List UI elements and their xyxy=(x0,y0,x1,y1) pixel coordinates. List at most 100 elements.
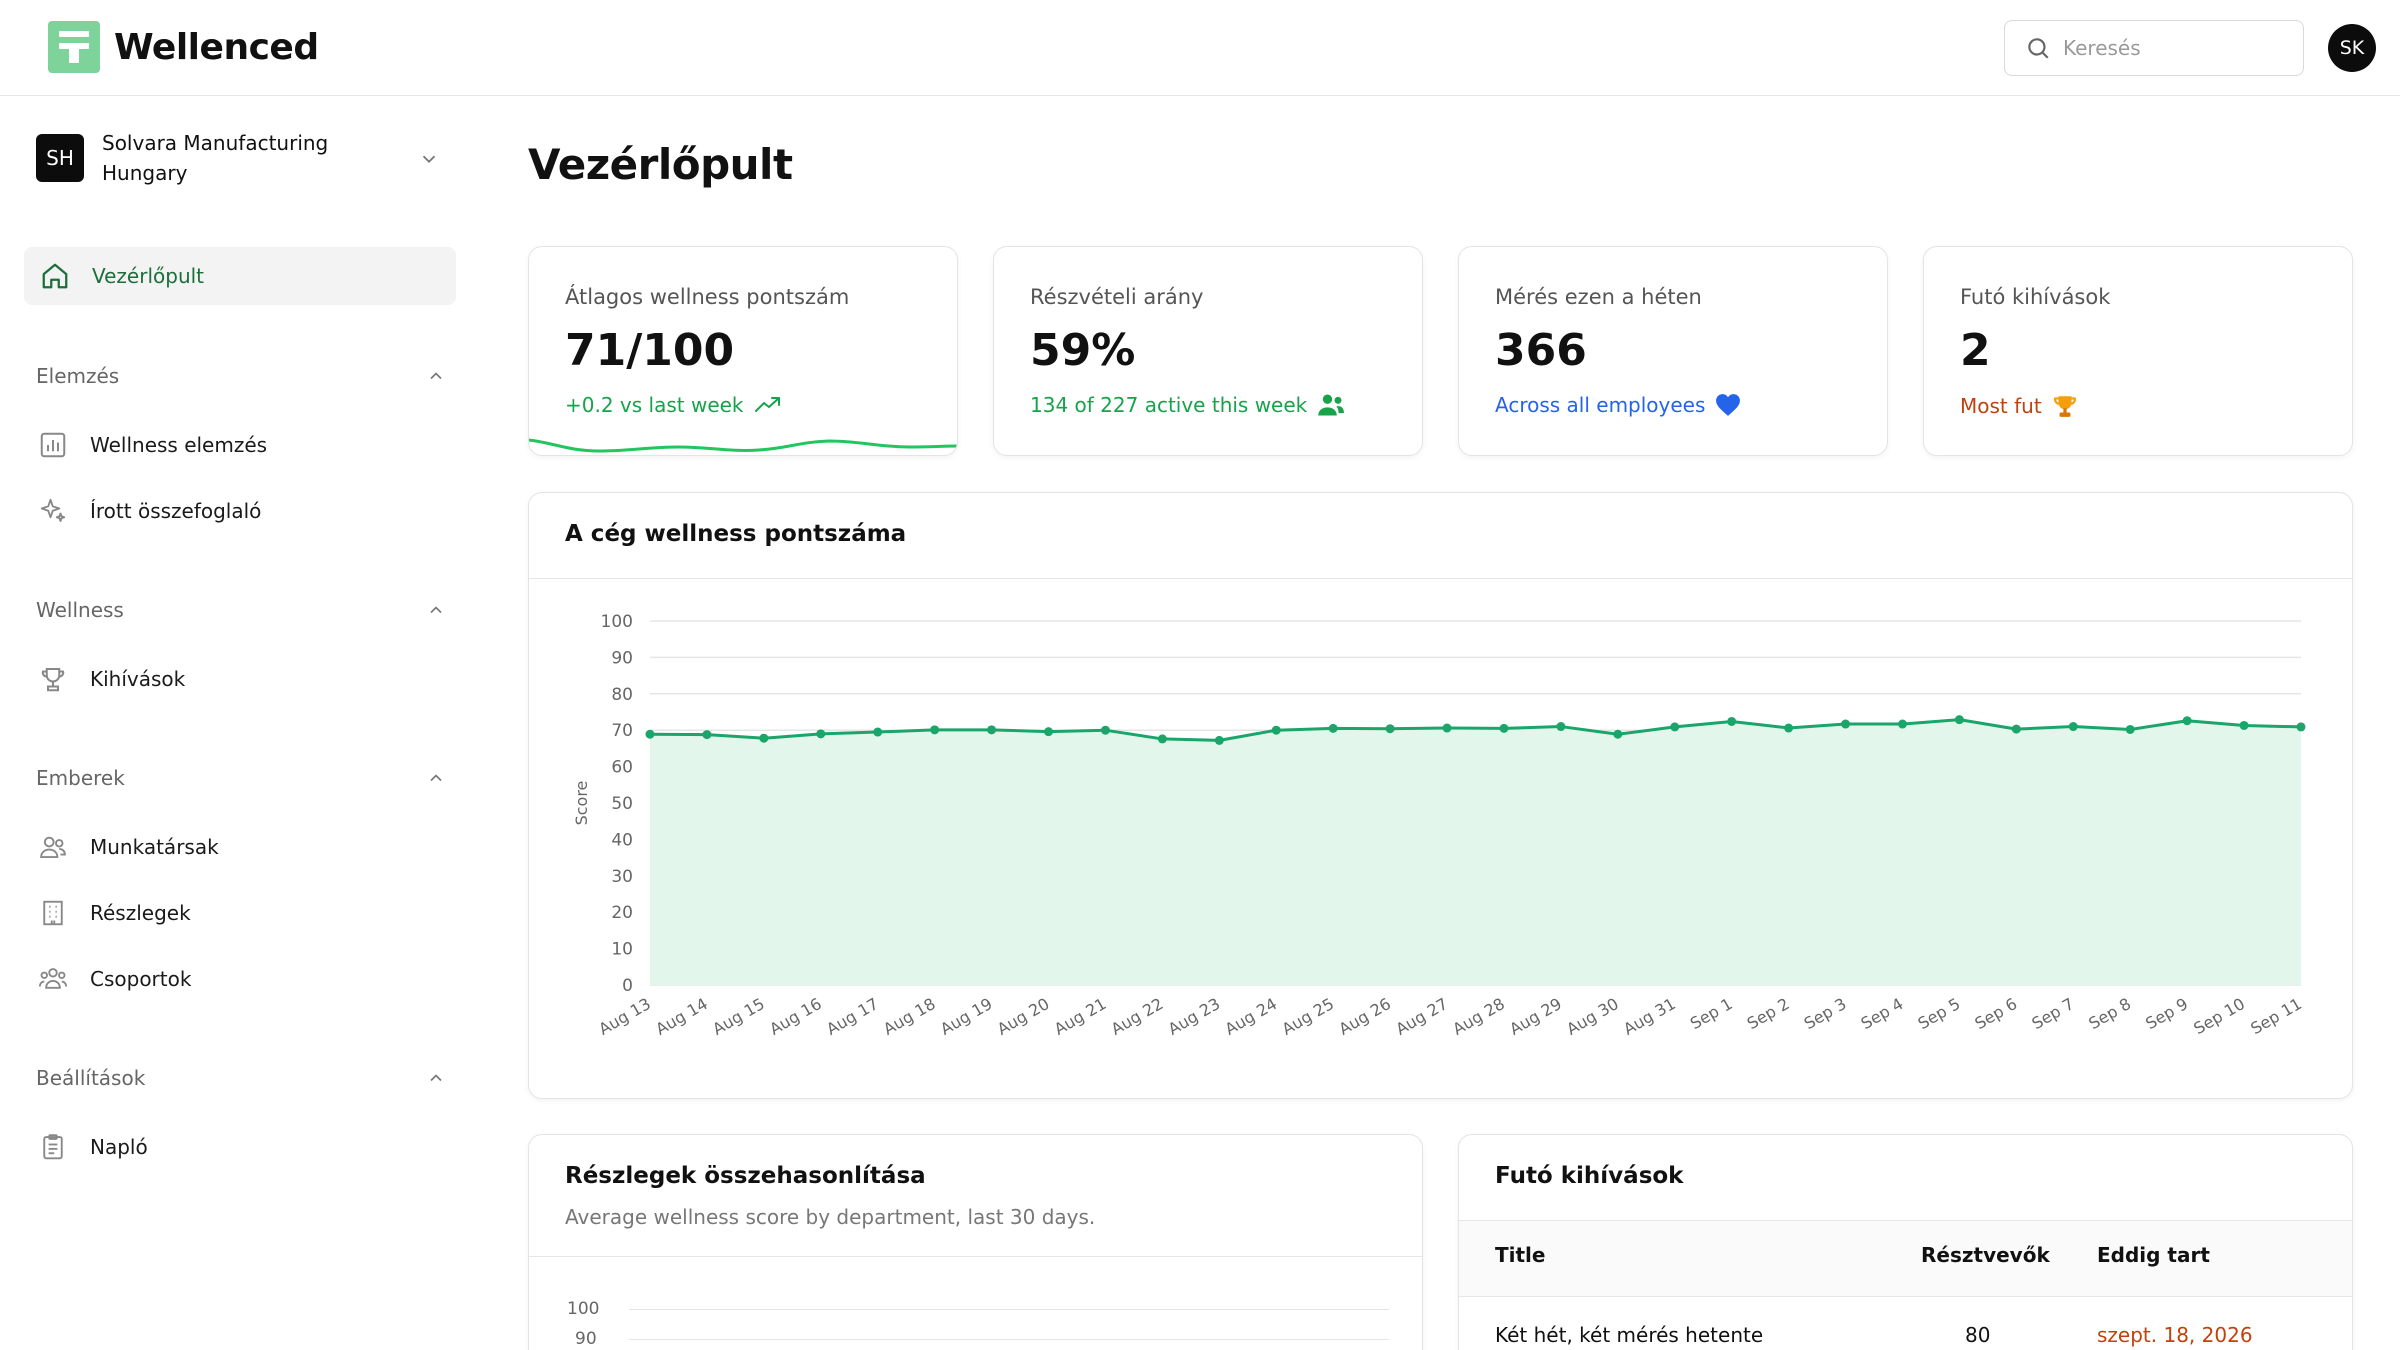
stat-sub-text: Most fut xyxy=(1960,394,2042,418)
x-tick-label: Aug 14 xyxy=(652,994,711,1039)
column-header-title[interactable]: Title xyxy=(1495,1243,1546,1267)
challenge-participants: 80 xyxy=(1965,1323,1991,1347)
card-title: Futó kihívások xyxy=(1495,1163,1684,1189)
x-tick-label: Sep 7 xyxy=(2028,994,2077,1033)
y-tick-label: 0 xyxy=(622,976,633,996)
column-header-participants[interactable]: Résztvevők xyxy=(1921,1243,2050,1267)
data-point xyxy=(1214,735,1224,745)
sidebar-item-label: Kihívások xyxy=(90,667,186,691)
x-tick-label: Aug 28 xyxy=(1449,994,1508,1039)
heart-icon xyxy=(1716,394,1741,416)
x-tick-label: Sep 10 xyxy=(2190,994,2248,1038)
y-tick: 100 xyxy=(567,1299,600,1319)
section-settings[interactable]: Beállítások xyxy=(36,1066,446,1090)
data-point xyxy=(930,725,940,735)
challenge-title: Két hét, két mérés hetente xyxy=(1495,1323,1764,1347)
section-title: Wellness xyxy=(36,598,124,622)
sidebar-item-label: Írott összefoglaló xyxy=(90,499,262,523)
data-point xyxy=(1328,723,1338,733)
stat-value: 59% xyxy=(1030,325,1136,376)
x-tick-label: Sep 1 xyxy=(1687,994,1736,1033)
card-header: Részlegek összehasonlítása Average welln… xyxy=(529,1135,1422,1257)
table-header xyxy=(1459,1221,2352,1297)
org-badge: SH xyxy=(36,134,84,182)
chevron-up-icon xyxy=(430,606,442,614)
sidebar-item-challenges[interactable]: Kihívások xyxy=(36,662,185,696)
x-tick-label: Aug 27 xyxy=(1392,994,1451,1039)
section-wellness[interactable]: Wellness xyxy=(36,598,446,622)
stat-sub: 134 of 227 active this week xyxy=(1030,393,1345,417)
data-point xyxy=(1271,725,1281,735)
logo[interactable]: Wellenced xyxy=(48,21,319,73)
y-tick-label: 90 xyxy=(611,648,633,668)
logo-mark-icon xyxy=(48,21,100,73)
column-header-until[interactable]: Eddig tart xyxy=(2097,1243,2210,1267)
x-tick-label: Aug 18 xyxy=(880,994,939,1039)
x-tick-label: Aug 13 xyxy=(595,994,654,1039)
section-title: Elemzés xyxy=(36,364,120,388)
challenge-until: szept. 18, 2026 xyxy=(2097,1323,2253,1347)
user-avatar[interactable]: SK xyxy=(2328,24,2376,72)
company-score-card: A cég wellness pontszáma 0 10 20 30 40 50 60 70… xyxy=(528,492,2353,1099)
data-point xyxy=(2068,722,2078,732)
series-line xyxy=(649,718,2302,742)
data-point xyxy=(1613,729,1623,739)
org-switcher[interactable]: SH Solvara Manufacturing Hungary xyxy=(36,126,456,190)
section-people[interactable]: Emberek xyxy=(36,766,446,790)
sidebar-item-colleagues[interactable]: Munkatársak xyxy=(36,830,219,864)
challenges-card: Futó kihívások Title Résztvevők Eddig ta… xyxy=(1458,1134,2353,1350)
data-point xyxy=(1385,724,1395,734)
sidebar-item-log[interactable]: Napló xyxy=(36,1130,148,1164)
y-tick: 90 xyxy=(575,1329,597,1349)
x-tick-label: Sep 6 xyxy=(1972,994,2021,1033)
sidebar-item-written-summary[interactable]: Írott összefoglaló xyxy=(36,494,261,528)
data-point xyxy=(1044,727,1054,737)
area-fill xyxy=(650,719,2301,985)
data-point xyxy=(1954,715,1964,725)
data-point xyxy=(1841,719,1851,729)
data-point xyxy=(1499,723,1509,733)
sidebar-item-groups[interactable]: Csoportok xyxy=(36,962,191,996)
chevron-up-icon xyxy=(430,774,442,782)
x-tick-label: Aug 20 xyxy=(994,994,1053,1039)
stat-sub: Most fut xyxy=(1960,393,2078,419)
x-tick-label: Aug 17 xyxy=(823,994,882,1039)
stat-label: Átlagos wellness pontszám xyxy=(565,285,850,309)
x-tick-label: Aug 26 xyxy=(1336,994,1395,1039)
section-analysis[interactable]: Elemzés xyxy=(36,364,446,388)
x-tick-label: Aug 21 xyxy=(1051,994,1110,1039)
stat-card-running-challenges: Futó kihívások 2 Most fut xyxy=(1923,246,2353,456)
card-subtitle: Average wellness score by department, la… xyxy=(565,1205,1096,1229)
x-tick-label: Sep 5 xyxy=(1915,994,1964,1033)
stat-card-measurements: Mérés ezen a héten 366 Across all employ… xyxy=(1458,246,1888,456)
chevron-up-icon xyxy=(430,372,442,380)
section-title: Beállítások xyxy=(36,1066,146,1090)
group-icon xyxy=(36,962,70,996)
x-tick-label: Aug 16 xyxy=(766,994,825,1039)
x-tick-label: Aug 30 xyxy=(1563,994,1622,1039)
sidebar-item-label: Részlegek xyxy=(90,901,191,925)
chevron-up-icon xyxy=(430,1074,442,1082)
stat-value: 71/100 xyxy=(565,325,735,376)
sidebar-item-label: Napló xyxy=(90,1135,148,1159)
x-tick-label: Sep 3 xyxy=(1801,994,1850,1033)
x-tick-label: Sep 8 xyxy=(2085,994,2134,1033)
data-point xyxy=(1727,716,1737,726)
sidebar-item-wellness-analysis[interactable]: Wellness elemzés xyxy=(36,428,267,462)
search-box[interactable] xyxy=(2004,20,2304,76)
y-tick-label: 30 xyxy=(611,867,633,887)
y-tick-label: 40 xyxy=(611,830,633,850)
users-fill-icon xyxy=(1318,394,1345,416)
y-tick-label: 100 xyxy=(601,612,633,632)
section-title: Emberek xyxy=(36,766,125,790)
sidebar-item-dashboard[interactable]: Vezérlőpult xyxy=(24,247,456,305)
sparkline xyxy=(529,438,957,453)
search-input[interactable] xyxy=(2063,36,2283,60)
sidebar-item-label: Vezérlőpult xyxy=(92,264,205,288)
sidebar-item-departments[interactable]: Részlegek xyxy=(36,896,191,930)
x-tick-label: Aug 25 xyxy=(1279,994,1338,1039)
stat-sub-text: Across all employees xyxy=(1495,393,1706,417)
gridline xyxy=(629,1309,1389,1310)
data-point xyxy=(1670,722,1680,732)
